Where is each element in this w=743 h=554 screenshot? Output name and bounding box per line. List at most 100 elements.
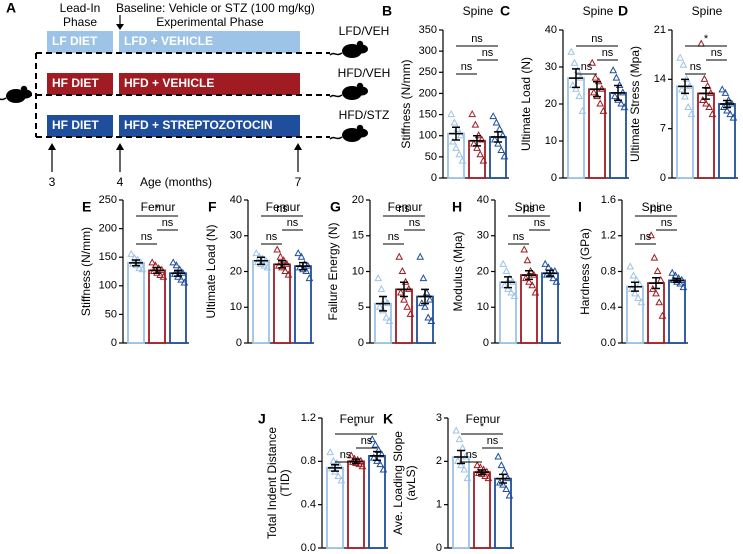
data-point: [473, 461, 482, 469]
data-point: [477, 135, 486, 143]
panel-letter: F: [208, 199, 217, 215]
data-point: [653, 266, 662, 274]
y-axis-label: Ultimate Load (N): [204, 224, 218, 318]
y-tick-label: 150: [419, 108, 437, 120]
y-tick-label: 0: [431, 172, 437, 184]
data-point: [447, 110, 456, 118]
bar: [252, 259, 270, 344]
data-point: [329, 456, 338, 464]
y-tick-label: 0: [236, 337, 242, 349]
group-label: LFD/VEH: [339, 24, 390, 38]
data-point: [377, 284, 386, 292]
y-tick-label: 1.2: [301, 412, 316, 424]
data-point: [523, 256, 532, 264]
mouse-tail: [329, 94, 343, 98]
data-point: [260, 261, 269, 269]
panel-letter: B: [382, 3, 392, 19]
data-point: [552, 277, 561, 285]
data-point: [500, 152, 509, 160]
error-bar: [171, 269, 185, 277]
data-point: [400, 295, 408, 303]
age-label: Age (months): [140, 175, 212, 189]
bar: [368, 455, 386, 549]
data-point: [589, 88, 598, 96]
y-tick-label: 100: [99, 280, 117, 292]
bar: [273, 263, 291, 344]
significance-label: ns: [388, 231, 400, 243]
y-axis-label: Failure Energy (N): [326, 222, 340, 320]
error-bar: [491, 131, 505, 143]
error-bar: [649, 277, 663, 290]
data-point: [273, 245, 282, 253]
y-axis-label: Modulus (Mpa): [451, 231, 465, 311]
panel-letter: K: [383, 411, 393, 427]
data-point: [502, 484, 511, 492]
lead-in-label: Phase: [63, 15, 97, 29]
data-point: [135, 264, 144, 272]
arrow-head: [116, 24, 124, 30]
chart-title: Femur: [340, 412, 375, 426]
error-bar: [275, 260, 289, 269]
data-point: [626, 262, 635, 270]
y-tick-label: 200: [99, 223, 117, 235]
y-tick-label: 50: [425, 151, 437, 163]
bar: [127, 262, 145, 344]
error-bar: [590, 81, 604, 98]
mouse-tail: [0, 97, 7, 101]
data-point: [358, 462, 367, 470]
treatment-label: LFD + VEHICLE: [124, 34, 213, 48]
panel-letter: C: [500, 3, 510, 19]
data-point: [494, 139, 502, 147]
data-point: [572, 84, 580, 92]
chart-title: Spine: [642, 200, 673, 214]
y-tick-label: 30: [477, 230, 489, 242]
y-tick-label: 21: [654, 24, 666, 36]
data-point: [448, 137, 457, 145]
y-tick-label: 20: [230, 265, 242, 277]
data-point: [723, 106, 731, 114]
data-point: [510, 291, 519, 300]
data-point: [326, 448, 335, 456]
bar: [676, 85, 694, 179]
y-tick-label: 0: [111, 337, 117, 349]
mouse-ear: [356, 82, 364, 90]
data-point: [629, 271, 638, 279]
error-bar: [349, 458, 363, 465]
panel-letter: A: [6, 0, 16, 16]
data-point: [471, 120, 480, 128]
data-point: [494, 452, 503, 460]
data-point: [281, 266, 290, 274]
data-point: [679, 283, 688, 291]
data-point: [302, 266, 311, 274]
data-point: [591, 73, 600, 81]
data-point: [180, 278, 189, 286]
y-axis-label: Ultimate Load (N): [519, 57, 533, 151]
significance-label: ns: [690, 61, 702, 73]
data-point: [156, 270, 165, 279]
data-point: [419, 274, 428, 282]
data-point: [687, 110, 696, 118]
significance-label: ns: [466, 449, 478, 461]
bar: [347, 460, 365, 549]
bar: [326, 466, 344, 549]
error-bar: [475, 469, 489, 476]
y-axis-label: Ultimate Stress (Mpa): [628, 46, 642, 162]
data-point: [421, 302, 429, 310]
error-bar: [296, 261, 310, 271]
mouse-tail: [329, 52, 343, 56]
treatment-box: [119, 115, 300, 137]
y-axis-label: Stiffness (N/mm): [79, 227, 93, 316]
data-point: [721, 88, 730, 96]
y-tick-label: 1.6: [601, 194, 616, 206]
significance-label: ns: [581, 61, 593, 73]
y-tick-label: 0.0: [601, 337, 616, 349]
error-bar: [397, 281, 411, 298]
mouse-ear: [20, 85, 28, 93]
significance-label: ns: [523, 203, 535, 215]
data-point: [284, 270, 293, 278]
panel-letter: E: [82, 199, 91, 215]
data-point: [263, 263, 272, 271]
error-bar: [328, 463, 342, 472]
data-point: [395, 252, 404, 260]
